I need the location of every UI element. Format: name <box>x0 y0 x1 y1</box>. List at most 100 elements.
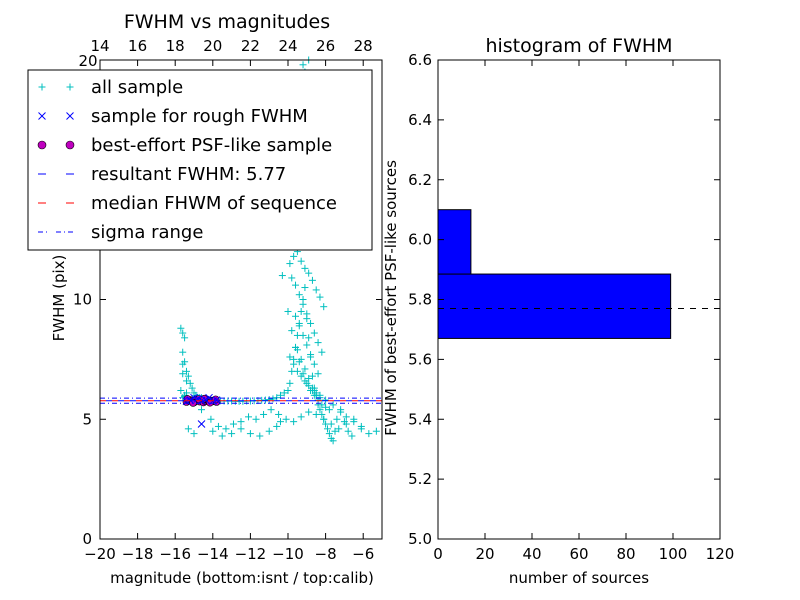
hist-y-tick-label: 5.6 <box>408 350 432 368</box>
all-sample-point <box>316 293 324 301</box>
all-sample-point <box>293 346 301 354</box>
all-sample-point <box>314 370 322 378</box>
all-sample-point <box>276 391 284 399</box>
all-sample-point <box>228 430 236 438</box>
all-sample-point <box>282 415 290 423</box>
all-sample-point <box>316 406 324 414</box>
all-sample-point <box>184 425 192 433</box>
all-sample-point <box>344 427 352 435</box>
all-sample-point <box>318 348 326 356</box>
all-sample-point <box>265 396 273 404</box>
all-sample-point <box>290 418 298 426</box>
all-sample-point <box>181 358 189 366</box>
all-sample-point <box>256 432 264 440</box>
all-sample-point <box>284 387 292 395</box>
hist-y-tick-label: 6.2 <box>408 171 432 189</box>
all-sample-point <box>325 430 333 438</box>
hist-y-tick-label: 6.0 <box>408 231 432 249</box>
all-sample-point <box>179 370 187 378</box>
all-sample-point <box>310 329 318 337</box>
y-tick-label: 10 <box>73 291 92 309</box>
top-tick-label: 16 <box>128 37 147 55</box>
all-sample-point <box>305 334 313 342</box>
top-tick-label: 26 <box>316 37 335 55</box>
all-sample-point <box>182 377 190 385</box>
all-sample-point <box>222 425 230 433</box>
all-sample-point <box>190 430 198 438</box>
all-sample-point <box>333 415 341 423</box>
legend-entry: sample for rough FWHM <box>38 106 308 127</box>
top-tick-label: 14 <box>90 37 109 55</box>
legend-marker-x <box>66 112 74 120</box>
all-sample-point <box>305 375 313 383</box>
all-sample-point <box>301 365 309 373</box>
scatter-reference-lines <box>100 397 382 404</box>
top-tick-label: 18 <box>166 37 185 55</box>
all-sample-point <box>329 437 337 445</box>
all-sample-point <box>307 351 315 359</box>
scatter-title: FWHM vs magnitudes <box>124 11 330 33</box>
histogram-ticks: 0 20 40 60 80 100 120 5.0 5.2 5.4 5.6 5.8 6.0 6.2 6.4 6… <box>408 51 734 563</box>
all-sample-point <box>350 415 358 423</box>
hist-x-tick-label: 0 <box>433 545 443 563</box>
all-sample-point <box>286 260 294 268</box>
legend-marker-circle <box>65 140 75 150</box>
all-sample-point <box>301 377 309 385</box>
all-sample-point <box>286 353 294 361</box>
all-sample-point <box>301 264 309 272</box>
all-sample-point <box>292 281 300 289</box>
all-sample-point <box>314 339 322 347</box>
legend-entry: all sample <box>38 77 183 98</box>
all-sample-point <box>288 327 296 335</box>
rough-sample-point <box>201 395 210 404</box>
all-sample-point <box>325 406 333 414</box>
all-sample-point <box>301 284 309 292</box>
all-sample-point <box>297 257 305 265</box>
all-sample-point <box>295 291 303 299</box>
scatter-x-axis-label: magnitude (bottom:isnt / top:calib) <box>110 569 374 587</box>
all-sample-point <box>265 427 273 435</box>
rough-sample-point-b <box>190 393 198 402</box>
all-sample-point <box>308 372 316 380</box>
histogram-panel: 0 20 40 60 80 100 120 5.0 5.2 5.4 5.6 5.8 6.0 6.2 6.4 6… <box>382 35 734 587</box>
all-sample-point <box>297 307 305 315</box>
x-tick-label: −20 <box>84 545 116 563</box>
all-sample-point <box>299 300 307 308</box>
all-sample-point <box>182 367 190 375</box>
all-sample-point <box>320 415 328 423</box>
all-sample-point <box>312 410 320 418</box>
all-sample-point <box>290 252 298 260</box>
all-sample-point <box>245 413 253 421</box>
y-tick-label: 0 <box>82 530 92 548</box>
all-sample-point <box>181 334 189 342</box>
legend-marker-x-b <box>66 112 74 120</box>
all-sample-point <box>318 401 326 409</box>
all-sample-point <box>290 360 298 368</box>
all-sample-point <box>310 387 318 395</box>
x-tick-label: −8 <box>315 545 337 563</box>
legend-frame <box>27 69 373 251</box>
histogram-title: histogram of FWHM <box>485 35 672 57</box>
hist-y-tick-label: 5.0 <box>408 530 432 548</box>
all-sample-point <box>297 413 305 421</box>
top-tick-label: 22 <box>241 37 260 55</box>
legend-entries: all sample sample for rough FWHM best-effo… <box>37 77 337 243</box>
all-sample-point <box>312 286 320 294</box>
all-sample-point <box>214 422 222 430</box>
legend-entry: median FHWM of sequence <box>38 193 337 214</box>
all-sample-point <box>288 274 296 282</box>
all-sample-point <box>316 391 324 399</box>
legend-entry: resultant FWHM: 5.77 <box>38 164 286 185</box>
x-tick-label: −18 <box>122 545 154 563</box>
hist-x-tick-label: 80 <box>616 545 635 563</box>
legend-marker-x <box>38 112 46 120</box>
legend-marker-plus <box>38 83 46 91</box>
legend-marker-x-b <box>38 112 46 120</box>
legend-label: median FHWM of sequence <box>91 193 337 214</box>
legend-label: resultant FWHM: 5.77 <box>91 164 286 185</box>
hist-y-tick-label: 6.4 <box>408 111 432 129</box>
all-sample-point <box>331 427 339 435</box>
all-sample-point <box>209 427 217 435</box>
legend-marker-circle <box>37 140 47 150</box>
rough-sample-point-b <box>197 420 206 428</box>
